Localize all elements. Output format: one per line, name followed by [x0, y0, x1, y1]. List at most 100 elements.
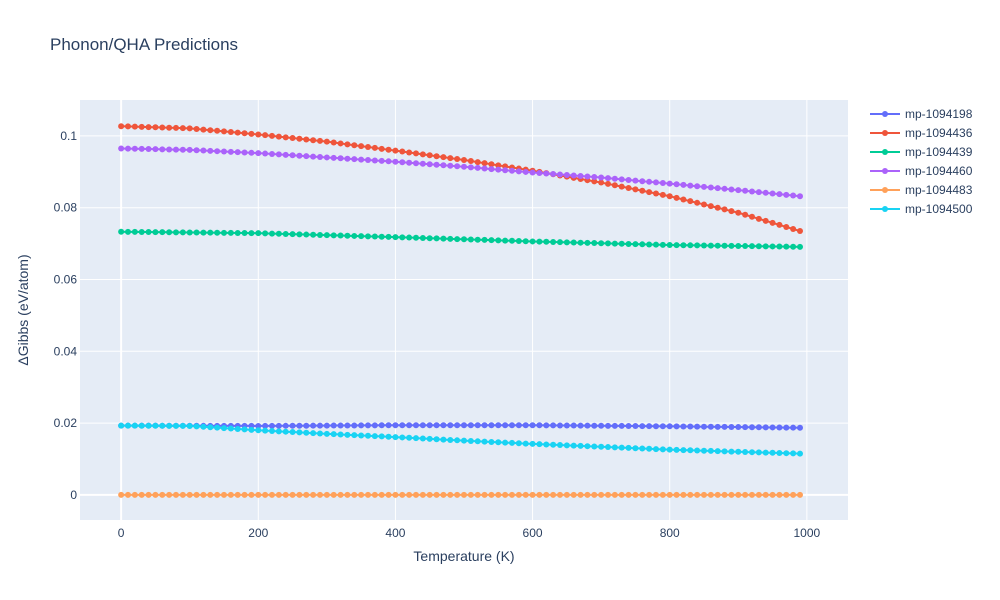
data-point[interactable] — [529, 169, 536, 176]
data-point[interactable] — [323, 422, 330, 429]
data-point[interactable] — [797, 424, 803, 431]
data-point[interactable] — [618, 444, 625, 451]
data-point[interactable] — [138, 422, 145, 429]
data-point[interactable] — [173, 422, 179, 429]
data-point[interactable] — [262, 422, 269, 429]
data-point[interactable] — [735, 424, 742, 431]
data-point[interactable] — [495, 162, 502, 169]
data-point[interactable] — [310, 430, 317, 437]
data-point[interactable] — [419, 151, 426, 158]
data-point[interactable] — [543, 491, 550, 498]
data-point[interactable] — [186, 491, 193, 498]
data-point[interactable] — [467, 491, 474, 498]
data-point[interactable] — [227, 491, 234, 498]
data-point[interactable] — [776, 221, 783, 228]
data-point[interactable] — [550, 491, 557, 498]
data-point[interactable] — [166, 491, 173, 498]
data-point[interactable] — [275, 151, 282, 158]
data-point[interactable] — [234, 149, 241, 156]
data-point[interactable] — [502, 439, 509, 446]
data-point[interactable] — [227, 148, 234, 155]
data-point[interactable] — [591, 422, 598, 429]
data-point[interactable] — [694, 447, 701, 454]
data-point[interactable] — [323, 138, 330, 145]
data-point[interactable] — [584, 173, 591, 180]
data-point[interactable] — [214, 148, 221, 155]
data-point[interactable] — [557, 171, 563, 178]
data-point[interactable] — [138, 123, 145, 130]
data-point[interactable] — [735, 242, 742, 249]
data-point[interactable] — [721, 491, 728, 498]
data-point[interactable] — [605, 422, 611, 429]
data-point[interactable] — [145, 124, 152, 131]
data-point[interactable] — [344, 431, 351, 438]
data-point[interactable] — [330, 491, 337, 498]
data-point[interactable] — [755, 189, 762, 196]
data-point[interactable] — [406, 422, 413, 429]
data-point[interactable] — [234, 425, 241, 432]
data-point[interactable] — [358, 432, 365, 439]
data-point[interactable] — [543, 238, 550, 245]
data-point[interactable] — [666, 180, 673, 187]
data-point[interactable] — [618, 183, 625, 190]
data-point[interactable] — [125, 422, 131, 429]
data-point[interactable] — [426, 435, 433, 442]
data-point[interactable] — [138, 145, 145, 152]
data-point[interactable] — [358, 143, 365, 150]
data-point[interactable] — [166, 229, 173, 236]
data-point[interactable] — [269, 132, 275, 139]
data-point[interactable] — [358, 422, 365, 429]
data-point[interactable] — [371, 433, 378, 440]
data-point[interactable] — [790, 450, 797, 457]
data-point[interactable] — [502, 237, 509, 244]
data-point[interactable] — [399, 148, 406, 155]
data-point[interactable] — [495, 166, 502, 173]
data-point[interactable] — [337, 155, 344, 162]
data-point[interactable] — [344, 141, 351, 148]
data-point[interactable] — [365, 144, 371, 151]
data-point[interactable] — [515, 168, 522, 175]
data-point[interactable] — [666, 242, 673, 249]
data-point[interactable] — [221, 148, 227, 155]
data-point[interactable] — [317, 422, 323, 429]
data-point[interactable] — [248, 491, 255, 498]
data-point[interactable] — [323, 491, 330, 498]
data-point[interactable] — [365, 491, 371, 498]
data-point[interactable] — [673, 242, 680, 249]
data-point[interactable] — [145, 229, 152, 236]
data-point[interactable] — [365, 157, 371, 164]
data-point[interactable] — [207, 424, 214, 431]
data-point[interactable] — [467, 164, 474, 171]
data-point[interactable] — [145, 146, 152, 153]
data-point[interactable] — [221, 128, 227, 135]
data-point[interactable] — [653, 423, 659, 430]
data-point[interactable] — [776, 243, 783, 250]
data-point[interactable] — [550, 171, 557, 178]
data-point[interactable] — [337, 232, 344, 239]
data-point[interactable] — [563, 239, 570, 246]
data-point[interactable] — [296, 152, 303, 159]
data-point[interactable] — [289, 422, 296, 429]
legend-item[interactable]: mp-1094436 — [870, 126, 973, 140]
data-point[interactable] — [282, 422, 289, 429]
data-point[interactable] — [659, 241, 666, 248]
data-point[interactable] — [488, 422, 495, 429]
data-point[interactable] — [687, 423, 694, 430]
data-point[interactable] — [159, 229, 166, 236]
data-point[interactable] — [563, 422, 570, 429]
data-point[interactable] — [481, 160, 488, 167]
data-point[interactable] — [639, 445, 646, 452]
data-point[interactable] — [570, 422, 577, 429]
data-point[interactable] — [179, 125, 186, 132]
data-point[interactable] — [433, 436, 440, 443]
data-point[interactable] — [275, 491, 282, 498]
data-point[interactable] — [317, 430, 323, 437]
data-point[interactable] — [577, 239, 584, 246]
data-point[interactable] — [296, 422, 303, 429]
legend[interactable]: mp-1094198 mp-1094436 mp-1094439 mp-1094460… — [870, 107, 973, 216]
data-point[interactable] — [303, 422, 310, 429]
data-point[interactable] — [419, 435, 426, 442]
data-point[interactable] — [289, 429, 296, 436]
data-point[interactable] — [461, 163, 467, 170]
data-point[interactable] — [351, 156, 358, 163]
